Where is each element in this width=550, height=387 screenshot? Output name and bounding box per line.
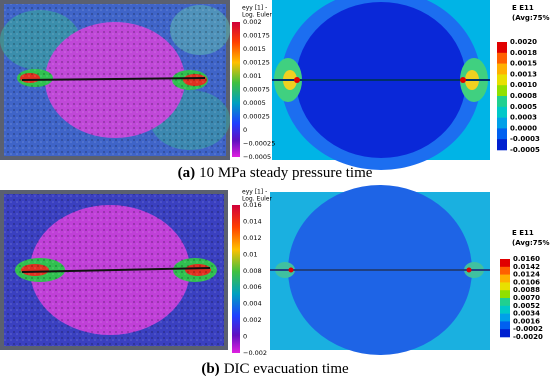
colorbar-segment — [500, 274, 510, 283]
colorbar-tick-label: 0.006 — [243, 283, 262, 291]
colorbar-segment — [500, 329, 510, 338]
colorbar-tick-label: 0.0106 — [513, 278, 540, 286]
colorbar-tick-label: 0.00075 — [243, 86, 270, 94]
colorbar-tick-label: 0.0124 — [513, 271, 540, 279]
colorbar-tick-label: 0.008 — [243, 267, 262, 275]
colorbar-tick-label: 0.0000 — [510, 124, 537, 132]
colorbar-title: E E11 — [512, 229, 534, 237]
colorbar-tick-label: 0.0034 — [513, 310, 540, 318]
colorbar-tick-label: -0.0002 — [513, 325, 543, 333]
colorbar-segment — [500, 290, 510, 299]
colorbar-tick-label: 0.00175 — [243, 32, 270, 40]
colorbar-tick-label: -0.0003 — [510, 135, 540, 143]
colorbar-title: Log. Euler — [242, 196, 272, 203]
colorbar-tick-label: 0.00025 — [243, 113, 270, 121]
colorbar-segment — [497, 106, 507, 118]
colorbar-tick-label: 0.0010 — [510, 81, 537, 89]
colorbar-tick-label: 0.0020 — [510, 38, 537, 46]
colorbar-segment — [497, 139, 507, 151]
colorbar-tick-label: 0.0005 — [243, 99, 266, 107]
caption: (b) DIC evacuation time — [201, 361, 349, 377]
colorbar-segment — [500, 266, 510, 275]
colorbar-tick-label: 0.0052 — [513, 302, 540, 310]
colorbar-tick-label: −0.00025 — [243, 140, 275, 148]
colorbar-tick-label: 0.00125 — [243, 59, 270, 67]
colorbar-segment — [497, 128, 507, 140]
colorbar-segment — [497, 52, 507, 64]
colorbar-tick-label: 0.0003 — [510, 114, 537, 122]
colorbar-segment — [500, 282, 510, 291]
colorbar-tick-label: 0.0142 — [513, 263, 540, 271]
colorbar-segment — [497, 117, 507, 129]
colorbar-segment — [497, 85, 507, 97]
colorbar-tick-label: −0.0005 — [243, 153, 271, 161]
colorbar-title: eyy [1] - — [242, 5, 267, 12]
colorbar-tick-label: 0.0015 — [243, 45, 266, 53]
colorbar-tick-label: 0.0018 — [510, 49, 537, 57]
dic-image-b — [0, 190, 228, 350]
caption-label: (b) — [201, 361, 219, 377]
colorbar-tick-label: 0.0070 — [513, 294, 540, 302]
fea-image-a — [272, 0, 490, 170]
colorbar-title: eyy [1] - — [242, 189, 267, 196]
fea-image-b — [270, 185, 490, 355]
colorbar-tick-label: 0 — [243, 333, 247, 341]
colorbar-tick-label: 0.016 — [243, 201, 262, 209]
colorbar-tick-label: 0.004 — [243, 300, 262, 308]
colorbar-segment — [500, 313, 510, 322]
colorbar-tick-label: -0.0005 — [510, 146, 540, 154]
colorbar-tick-label: 0.014 — [243, 217, 262, 225]
colorbar-tick-label: 0.002 — [243, 316, 262, 324]
colorbar-tick-label: -0.0020 — [513, 333, 543, 341]
colorbar-title: (Avg:75%) — [512, 14, 550, 22]
colorbar-title: E E11 — [512, 4, 534, 12]
colorbar — [232, 22, 240, 157]
colorbar-tick-label: 0.0008 — [510, 92, 537, 100]
colorbar-tick-label: −0.002 — [243, 349, 267, 357]
colorbar-segment — [500, 321, 510, 330]
colorbar-segment — [497, 96, 507, 108]
caption: (a) 10 MPa steady pressure time — [178, 165, 373, 181]
colorbar-tick-label: 0.01 — [243, 250, 257, 258]
colorbar-title: Log. Euler — [242, 12, 272, 19]
caption-label: (a) — [178, 165, 196, 181]
colorbar-segment — [500, 305, 510, 314]
colorbar-tick-label: 0.0088 — [513, 286, 540, 294]
colorbar — [232, 205, 240, 353]
colorbar-tick-label: 0.0013 — [510, 70, 537, 78]
colorbar-segment — [497, 74, 507, 86]
colorbar-tick-label: 0.002 — [243, 18, 262, 26]
dic-image-a — [0, 0, 230, 160]
colorbar-tick-label: 0.0016 — [513, 317, 540, 325]
colorbar-tick-label: 0.0005 — [510, 103, 537, 111]
colorbar-title: (Avg:75%) — [512, 239, 550, 247]
colorbar-segment — [497, 42, 507, 54]
caption-text: DIC evacuation time — [224, 361, 349, 377]
colorbar-segment — [500, 259, 510, 268]
colorbar-tick-label: 0 — [243, 126, 247, 134]
colorbar-tick-label: 0.0015 — [510, 60, 537, 68]
colorbar-tick-label: 0.012 — [243, 234, 262, 242]
colorbar-segment — [497, 63, 507, 75]
colorbar-segment — [500, 298, 510, 307]
colorbar-tick-label: 0.0160 — [513, 255, 540, 263]
caption-text: 10 MPa steady pressure time — [199, 165, 373, 181]
colorbar-tick-label: 0.001 — [243, 72, 262, 80]
